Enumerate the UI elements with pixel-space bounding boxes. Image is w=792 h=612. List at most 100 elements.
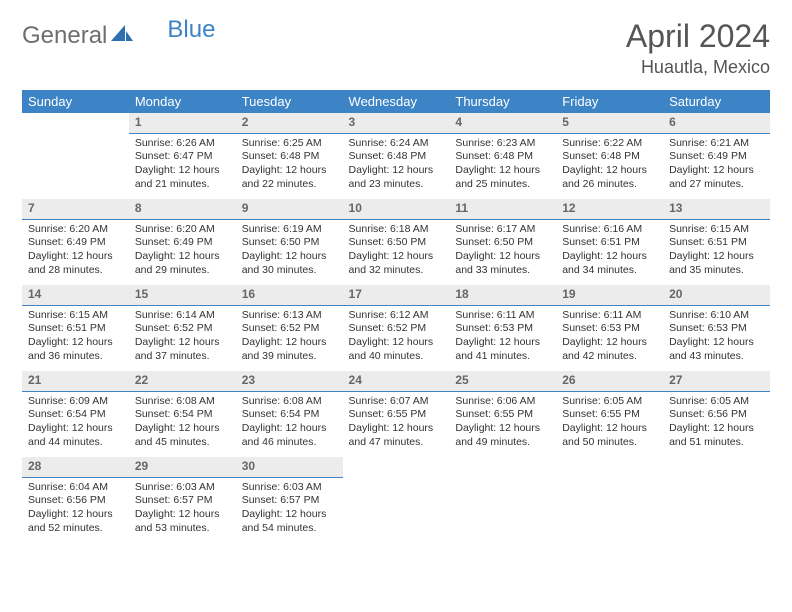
page-title: April 2024 xyxy=(626,18,770,55)
daylight-line: Daylight: 12 hours and 46 minutes. xyxy=(242,422,337,449)
daylight-line: Daylight: 12 hours and 42 minutes. xyxy=(562,336,657,363)
sunrise-line: Sunrise: 6:07 AM xyxy=(349,395,444,409)
calendar-cell xyxy=(556,457,663,543)
sunrise-line: Sunrise: 6:05 AM xyxy=(669,395,764,409)
calendar-cell: 14Sunrise: 6:15 AMSunset: 6:51 PMDayligh… xyxy=(22,285,129,371)
day-body: Sunrise: 6:21 AMSunset: 6:49 PMDaylight:… xyxy=(663,134,770,196)
sunrise-line: Sunrise: 6:21 AM xyxy=(669,137,764,151)
calendar-row: 21Sunrise: 6:09 AMSunset: 6:54 PMDayligh… xyxy=(22,371,770,457)
sunrise-line: Sunrise: 6:03 AM xyxy=(242,481,337,495)
sunrise-line: Sunrise: 6:06 AM xyxy=(455,395,550,409)
sunset-line: Sunset: 6:49 PM xyxy=(669,150,764,164)
calendar-cell: 23Sunrise: 6:08 AMSunset: 6:54 PMDayligh… xyxy=(236,371,343,457)
day-number: 13 xyxy=(663,199,770,220)
sunrise-line: Sunrise: 6:11 AM xyxy=(562,309,657,323)
weekday-header: Saturday xyxy=(663,90,770,113)
sunset-line: Sunset: 6:49 PM xyxy=(135,236,230,250)
sunrise-line: Sunrise: 6:12 AM xyxy=(349,309,444,323)
sunset-line: Sunset: 6:52 PM xyxy=(242,322,337,336)
sunset-line: Sunset: 6:52 PM xyxy=(135,322,230,336)
sunrise-line: Sunrise: 6:24 AM xyxy=(349,137,444,151)
sunset-line: Sunset: 6:55 PM xyxy=(562,408,657,422)
daylight-line: Daylight: 12 hours and 49 minutes. xyxy=(455,422,550,449)
sunset-line: Sunset: 6:56 PM xyxy=(669,408,764,422)
sunset-line: Sunset: 6:50 PM xyxy=(455,236,550,250)
sunset-line: Sunset: 6:57 PM xyxy=(135,494,230,508)
day-number: 17 xyxy=(343,285,450,306)
calendar-row: 1Sunrise: 6:26 AMSunset: 6:47 PMDaylight… xyxy=(22,113,770,199)
calendar-cell xyxy=(449,457,556,543)
calendar-body: 1Sunrise: 6:26 AMSunset: 6:47 PMDaylight… xyxy=(22,113,770,543)
calendar-cell: 17Sunrise: 6:12 AMSunset: 6:52 PMDayligh… xyxy=(343,285,450,371)
calendar-cell: 6Sunrise: 6:21 AMSunset: 6:49 PMDaylight… xyxy=(663,113,770,199)
day-body: Sunrise: 6:14 AMSunset: 6:52 PMDaylight:… xyxy=(129,306,236,368)
day-number: 25 xyxy=(449,371,556,392)
sunrise-line: Sunrise: 6:09 AM xyxy=(28,395,123,409)
daylight-line: Daylight: 12 hours and 41 minutes. xyxy=(455,336,550,363)
calendar-row: 7Sunrise: 6:20 AMSunset: 6:49 PMDaylight… xyxy=(22,199,770,285)
daylight-line: Daylight: 12 hours and 43 minutes. xyxy=(669,336,764,363)
title-block: April 2024 Huautla, Mexico xyxy=(626,18,770,78)
calendar-cell: 27Sunrise: 6:05 AMSunset: 6:56 PMDayligh… xyxy=(663,371,770,457)
sunset-line: Sunset: 6:55 PM xyxy=(455,408,550,422)
sunset-line: Sunset: 6:48 PM xyxy=(349,150,444,164)
sunrise-line: Sunrise: 6:20 AM xyxy=(28,223,123,237)
calendar-cell: 20Sunrise: 6:10 AMSunset: 6:53 PMDayligh… xyxy=(663,285,770,371)
day-number: 27 xyxy=(663,371,770,392)
header: General Blue April 2024 Huautla, Mexico xyxy=(22,18,770,78)
logo-text-general: General xyxy=(22,22,107,50)
day-body: Sunrise: 6:08 AMSunset: 6:54 PMDaylight:… xyxy=(236,392,343,454)
day-body: Sunrise: 6:06 AMSunset: 6:55 PMDaylight:… xyxy=(449,392,556,454)
day-number: 23 xyxy=(236,371,343,392)
calendar-cell: 21Sunrise: 6:09 AMSunset: 6:54 PMDayligh… xyxy=(22,371,129,457)
day-body: Sunrise: 6:10 AMSunset: 6:53 PMDaylight:… xyxy=(663,306,770,368)
sunrise-line: Sunrise: 6:08 AM xyxy=(242,395,337,409)
logo-text-blue: Blue xyxy=(167,16,215,44)
day-body: Sunrise: 6:19 AMSunset: 6:50 PMDaylight:… xyxy=(236,220,343,282)
daylight-line: Daylight: 12 hours and 28 minutes. xyxy=(28,250,123,277)
day-body: Sunrise: 6:03 AMSunset: 6:57 PMDaylight:… xyxy=(236,478,343,540)
daylight-line: Daylight: 12 hours and 29 minutes. xyxy=(135,250,230,277)
day-number: 8 xyxy=(129,199,236,220)
weekday-header: Tuesday xyxy=(236,90,343,113)
day-number: 24 xyxy=(343,371,450,392)
weekday-header-row: Sunday Monday Tuesday Wednesday Thursday… xyxy=(22,90,770,113)
day-number: 26 xyxy=(556,371,663,392)
location-text: Huautla, Mexico xyxy=(626,57,770,78)
daylight-line: Daylight: 12 hours and 52 minutes. xyxy=(28,508,123,535)
sunrise-line: Sunrise: 6:20 AM xyxy=(135,223,230,237)
daylight-line: Daylight: 12 hours and 54 minutes. xyxy=(242,508,337,535)
sunrise-line: Sunrise: 6:18 AM xyxy=(349,223,444,237)
day-number: 21 xyxy=(22,371,129,392)
calendar-cell: 5Sunrise: 6:22 AMSunset: 6:48 PMDaylight… xyxy=(556,113,663,199)
day-number: 9 xyxy=(236,199,343,220)
weekday-header: Friday xyxy=(556,90,663,113)
sunrise-line: Sunrise: 6:10 AM xyxy=(669,309,764,323)
calendar-cell: 19Sunrise: 6:11 AMSunset: 6:53 PMDayligh… xyxy=(556,285,663,371)
calendar-row: 28Sunrise: 6:04 AMSunset: 6:56 PMDayligh… xyxy=(22,457,770,543)
daylight-line: Daylight: 12 hours and 35 minutes. xyxy=(669,250,764,277)
daylight-line: Daylight: 12 hours and 47 minutes. xyxy=(349,422,444,449)
daylight-line: Daylight: 12 hours and 27 minutes. xyxy=(669,164,764,191)
sunrise-line: Sunrise: 6:13 AM xyxy=(242,309,337,323)
sunrise-line: Sunrise: 6:26 AM xyxy=(135,137,230,151)
sunrise-line: Sunrise: 6:15 AM xyxy=(669,223,764,237)
calendar-cell: 4Sunrise: 6:23 AMSunset: 6:48 PMDaylight… xyxy=(449,113,556,199)
day-body: Sunrise: 6:20 AMSunset: 6:49 PMDaylight:… xyxy=(129,220,236,282)
daylight-line: Daylight: 12 hours and 40 minutes. xyxy=(349,336,444,363)
daylight-line: Daylight: 12 hours and 30 minutes. xyxy=(242,250,337,277)
calendar-cell: 25Sunrise: 6:06 AMSunset: 6:55 PMDayligh… xyxy=(449,371,556,457)
sunrise-line: Sunrise: 6:05 AM xyxy=(562,395,657,409)
sunset-line: Sunset: 6:57 PM xyxy=(242,494,337,508)
sunset-line: Sunset: 6:48 PM xyxy=(242,150,337,164)
day-number: 20 xyxy=(663,285,770,306)
day-number: 2 xyxy=(236,113,343,134)
day-number: 18 xyxy=(449,285,556,306)
sunset-line: Sunset: 6:53 PM xyxy=(455,322,550,336)
day-body: Sunrise: 6:12 AMSunset: 6:52 PMDaylight:… xyxy=(343,306,450,368)
calendar-cell: 1Sunrise: 6:26 AMSunset: 6:47 PMDaylight… xyxy=(129,113,236,199)
weekday-header: Wednesday xyxy=(343,90,450,113)
sunrise-line: Sunrise: 6:11 AM xyxy=(455,309,550,323)
sunrise-line: Sunrise: 6:25 AM xyxy=(242,137,337,151)
sunrise-line: Sunrise: 6:22 AM xyxy=(562,137,657,151)
